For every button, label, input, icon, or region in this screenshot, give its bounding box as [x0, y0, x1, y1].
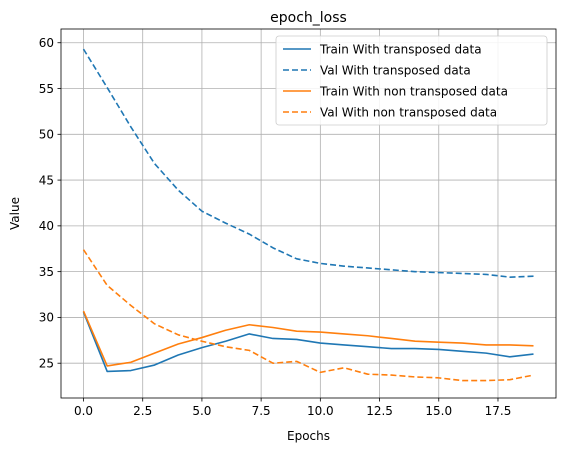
y-tick-label: 30 — [39, 311, 54, 325]
x-tick-label: 5.0 — [192, 404, 211, 418]
y-tick-label: 40 — [39, 219, 54, 233]
legend-label-train-non-transposed: Train With non transposed data — [319, 85, 508, 99]
x-axis-label: Epochs — [287, 429, 330, 443]
legend-label-val-non-transposed: Val With non transposed data — [320, 106, 497, 120]
x-tick-label: 15.0 — [425, 404, 452, 418]
legend-label-val-transposed: Val With transposed data — [320, 64, 471, 78]
y-axis-label: Value — [8, 197, 22, 230]
legend-label-train-transposed: Train With transposed data — [319, 43, 482, 57]
y-tick-label: 45 — [39, 173, 54, 187]
y-tick-label: 60 — [39, 36, 54, 50]
x-tick-label: 0.0 — [74, 404, 93, 418]
x-tick-label: 17.5 — [485, 404, 512, 418]
x-tick-label: 10.0 — [307, 404, 334, 418]
chart-title: epoch_loss — [270, 10, 347, 26]
y-tick-label: 55 — [39, 82, 54, 96]
y-tick-label: 50 — [39, 128, 54, 142]
x-tick-label: 7.5 — [252, 404, 271, 418]
y-tick-label: 25 — [39, 357, 54, 371]
y-tick-label: 35 — [39, 265, 54, 279]
x-tick-label: 2.5 — [133, 404, 152, 418]
legend: Train With transposed data Val With tran… — [276, 36, 547, 125]
x-tick-label: 12.5 — [366, 404, 393, 418]
